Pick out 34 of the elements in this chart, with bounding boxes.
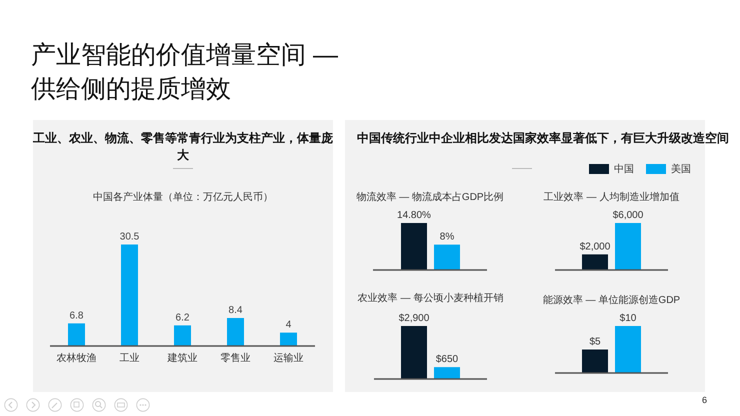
data-label: 14.80% (397, 210, 432, 222)
chart-subtitle: 工业、农业、物流、零售等常青行业为支柱产业，体量庞大 (33, 130, 333, 164)
chart-title: 中国各产业体量（单位：万亿元人民币） (92, 190, 274, 204)
data-label: 6.8 (70, 310, 84, 322)
x-tick-label: 工业 (120, 352, 140, 364)
data-label: $10 (620, 313, 637, 324)
bar (280, 332, 297, 346)
chart-title: 农业效率 — 每公顷小麦种植开销 (356, 292, 504, 305)
bar (227, 318, 244, 346)
data-label: $650 (436, 354, 459, 366)
legend-label: 中国 (614, 162, 634, 176)
text: 6 (702, 395, 707, 405)
chart-title: 工业效率 — 人均制造业增加值 (542, 190, 680, 204)
data-label: 30.5 (120, 231, 140, 242)
legend-label: 美国 (671, 162, 691, 176)
x-tick-label: 农林牧渔 (56, 352, 96, 364)
data-label: 4 (286, 320, 292, 331)
data-label: 8.4 (228, 305, 243, 316)
data-label: $6,000 (612, 210, 644, 222)
text: 中国传统行业中企业相比发达国家效率显著低下，有巨大升级改造空间 (357, 130, 729, 147)
data-label: 6.2 (176, 312, 190, 324)
x-tick-label: 建筑业 (166, 352, 198, 364)
x-tick-label: 零售业 (220, 352, 250, 364)
data-label: $2,900 (398, 312, 430, 324)
chart-title: 能源效率 — 单位能源创造GDP (542, 294, 682, 307)
text: 产业智能的价值增量空间 — 供给侧的提质增效 (31, 40, 338, 105)
data-label: $5 (589, 336, 601, 348)
x-tick-label: 运输业 (274, 352, 304, 364)
bar (121, 244, 138, 346)
bar (174, 325, 191, 346)
bar (68, 323, 85, 346)
data-label: $2,000 (580, 241, 611, 252)
chart-title: 物流效率 — 物流成本占GDP比例 (355, 190, 505, 204)
data-label: 8% (440, 232, 454, 243)
